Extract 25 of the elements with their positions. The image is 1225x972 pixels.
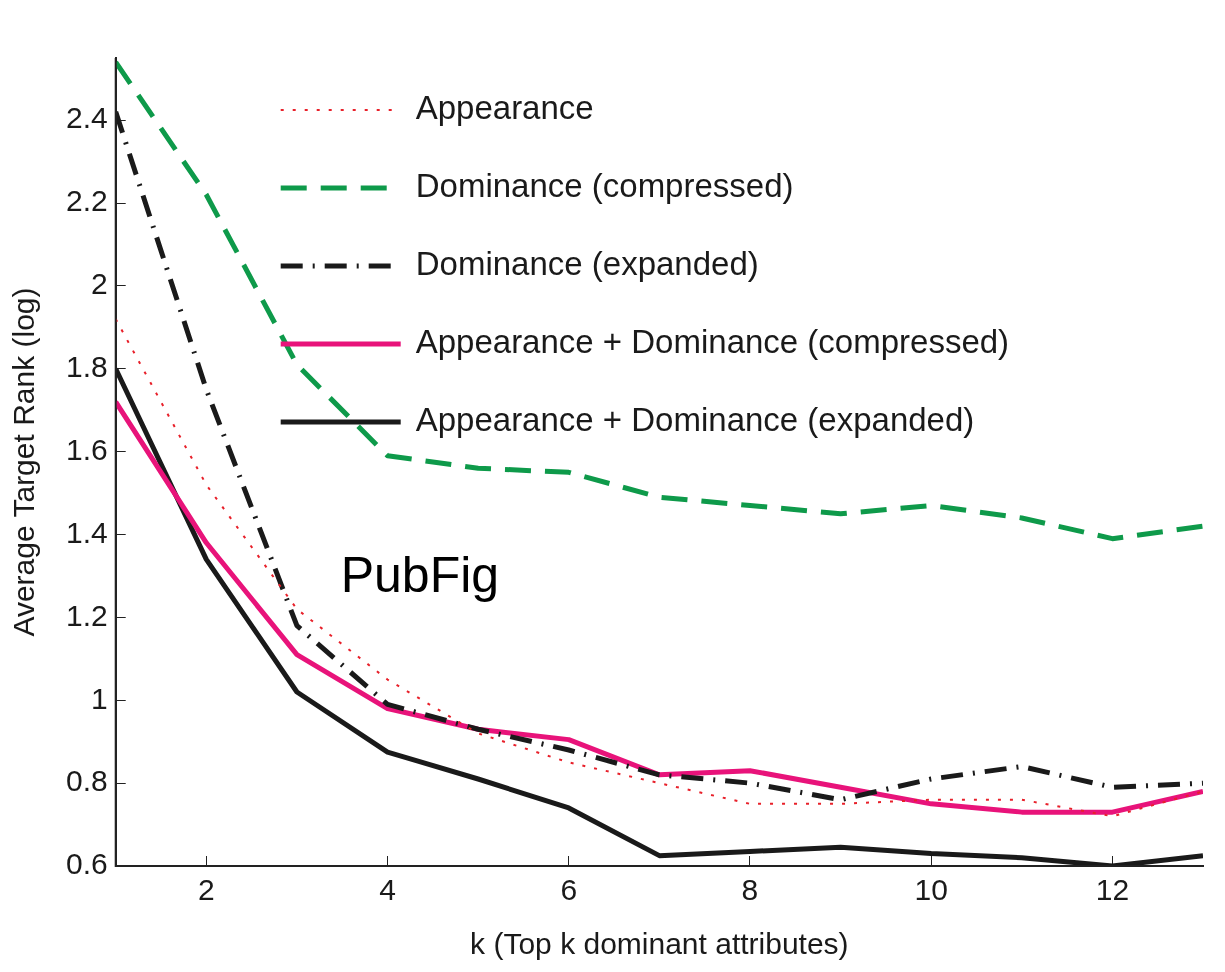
y-tick-label: 1.2 [65, 598, 108, 632]
annotation: PubFig [340, 546, 500, 603]
x-tick-label: 6 [560, 873, 578, 907]
legend-label: Appearance [415, 89, 594, 127]
legend-label: Appearance + Dominance (expanded) [415, 401, 975, 439]
y-tick-label: 2.2 [65, 184, 108, 218]
x-tick-label: 10 [914, 873, 948, 907]
y-tick-label: 1.4 [65, 515, 108, 549]
line-series [115, 318, 1203, 818]
x-axis-title: k (Top k dominant attributes) [470, 927, 849, 961]
y-tick-label: 0.6 [65, 847, 108, 881]
y-tick-label: 1 [91, 681, 108, 715]
y-tick-label: 0.8 [65, 764, 108, 798]
legend-label: Dominance (compressed) [415, 167, 794, 205]
x-tick-label: 2 [197, 873, 215, 907]
x-tick-label: 8 [741, 873, 759, 907]
y-tick-label: 1.8 [65, 350, 108, 384]
y-axis-title: Average Target Rank (log) [7, 287, 41, 637]
legend-label: Appearance + Dominance (compressed) [415, 323, 1010, 361]
y-tick-label: 2 [91, 267, 108, 301]
y-tick-label: 1.6 [65, 432, 108, 466]
y-tick-label: 2.4 [65, 101, 108, 135]
x-tick-label: 12 [1095, 873, 1130, 907]
x-tick-label: 4 [379, 873, 396, 907]
legend-label: Dominance (expanded) [415, 245, 759, 283]
